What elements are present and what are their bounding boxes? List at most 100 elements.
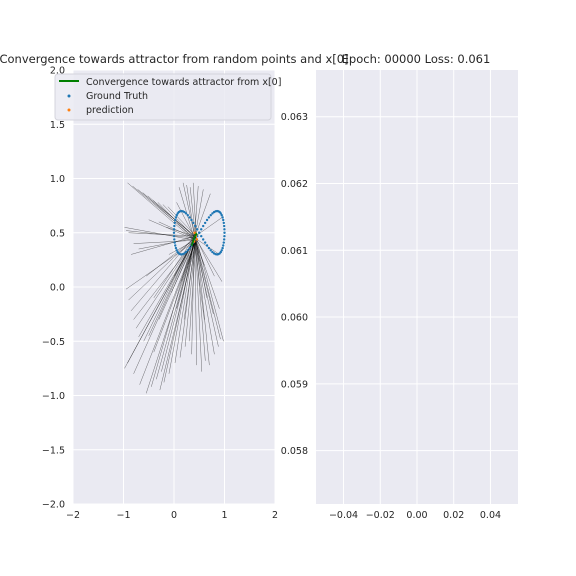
ground-truth-point [175,249,178,252]
legend-swatch-prediction [67,108,71,112]
right-y-ticks: 0.058 0.059 0.060 0.061 0.062 0.063 [281,112,308,457]
trajectory-line [146,237,195,277]
trajectory-line [131,235,196,255]
ground-truth-point [194,224,197,228]
trajectory-line [128,232,195,237]
prediction-point [195,237,199,241]
ground-truth-point [201,224,205,228]
legend: Convergence towards attractor from x[0] … [54,73,281,121]
ground-truth-point [222,241,226,244]
x-tick-label: 1 [221,510,227,521]
trajectory-line [195,240,220,309]
y-tick-label: 0.0 [50,283,65,294]
convergence-line [190,232,198,247]
ground-truth-point [174,216,178,219]
trajectory-line [194,240,219,347]
trajectory-line [162,204,196,239]
trajectory-line [163,235,196,383]
trajectory-line [143,235,195,342]
ground-truth-point [198,231,201,234]
y-tick-label: −2.0 [42,500,65,511]
y-tick-label: 0.060 [281,313,308,324]
ground-truth-point [221,246,224,250]
legend-box [54,73,272,121]
trajectory-line [145,238,197,394]
y-tick-label: −0.5 [42,337,65,348]
y-tick-label: 0.5 [50,228,65,239]
ground-truth-point [173,238,176,241]
trajectory-line [174,235,195,363]
ground-truth-point [172,231,176,234]
ground-truth-point [220,213,223,217]
ground-truth-point [207,246,211,250]
ground-truth-point [188,246,191,250]
trajectory-line [194,240,205,266]
ground-truth-point [205,244,209,247]
ground-truth-point [201,238,205,241]
left-chart: −2 −1 0 1 2 −2.0−1.5−1.0−0.50.00.51.01.52.0 … [0,52,349,521]
prediction-point [193,231,197,235]
ground-truth-point [183,252,186,255]
trajectory-line [193,235,215,355]
right-chart: −0.04 −0.02 0.00 0.02 0.04 0.0580.0590.0600.… [281,52,518,521]
x-tick-label: −0.02 [366,510,395,521]
ground-truth-point [219,212,222,215]
x-tick-label: −2 [66,510,80,521]
ground-truth-point [222,218,225,222]
ground-truth-point [203,241,207,244]
trajectory-line [176,238,196,309]
ground-truth-point [173,221,176,225]
y-tick-label: 1.5 [50,120,65,131]
trajectory-line [193,240,205,320]
ground-truth-point [188,216,191,219]
ground-truth-point [173,241,176,244]
ground-truth-point [221,216,224,219]
legend-label-convergence: Convergence towards attractor from x[0] [86,77,281,88]
ground-truth-point [212,252,216,255]
trajectory-line [153,240,197,353]
ground-truth-point [211,212,214,215]
x-tick-label: 0.02 [443,510,464,521]
right-gridlines [316,70,518,504]
ground-truth-point [173,224,176,228]
ground-truth-point [186,249,189,252]
trajectory-line [194,238,221,340]
right-chart-title: Epoch: 00000 Loss: 0.061 [342,52,491,66]
ground-truth-point [211,250,214,254]
trajectory-line [128,237,195,301]
ground-truth-point [172,234,176,238]
y-tick-label: 2.0 [50,66,65,77]
ground-truth-point [200,234,203,238]
ground-truth-point [192,221,195,225]
trajectory-line [124,227,196,241]
trajectory-line [195,240,206,361]
left-x-ticks: −2 −1 0 1 2 [66,510,278,521]
ground-truth-point [223,228,226,231]
ground-truth-point [196,228,199,231]
ground-truth-point [186,213,189,217]
trajectory-line [138,237,196,250]
ground-truth-point [223,234,226,238]
x-tick-label: 0 [171,510,177,521]
legend-label-ground-truth: Ground Truth [86,91,148,102]
trajectory-line [191,240,195,355]
ground-truth-point [176,212,179,215]
ground-truth-point [184,212,188,215]
trajectory-line [153,235,196,298]
legend-label-prediction: prediction [86,105,134,116]
trajectory-line [167,206,196,237]
x-tick-label: 0.00 [406,510,427,521]
trajectory-line [151,235,195,387]
trajectory-line [194,189,204,239]
trajectory-line [133,240,195,244]
trajectory-line [148,219,197,241]
y-tick-label: −1.0 [42,391,65,402]
x-tick-label: −0.04 [329,510,358,521]
x-tick-label: −1 [116,510,130,521]
trajectory-line [130,235,195,312]
ground-truth-point [174,218,177,222]
y-tick-label: 0.063 [281,112,308,123]
ground-truth-point [223,231,226,234]
y-tick-label: 0.059 [281,379,308,390]
trajectory-line [193,235,223,282]
